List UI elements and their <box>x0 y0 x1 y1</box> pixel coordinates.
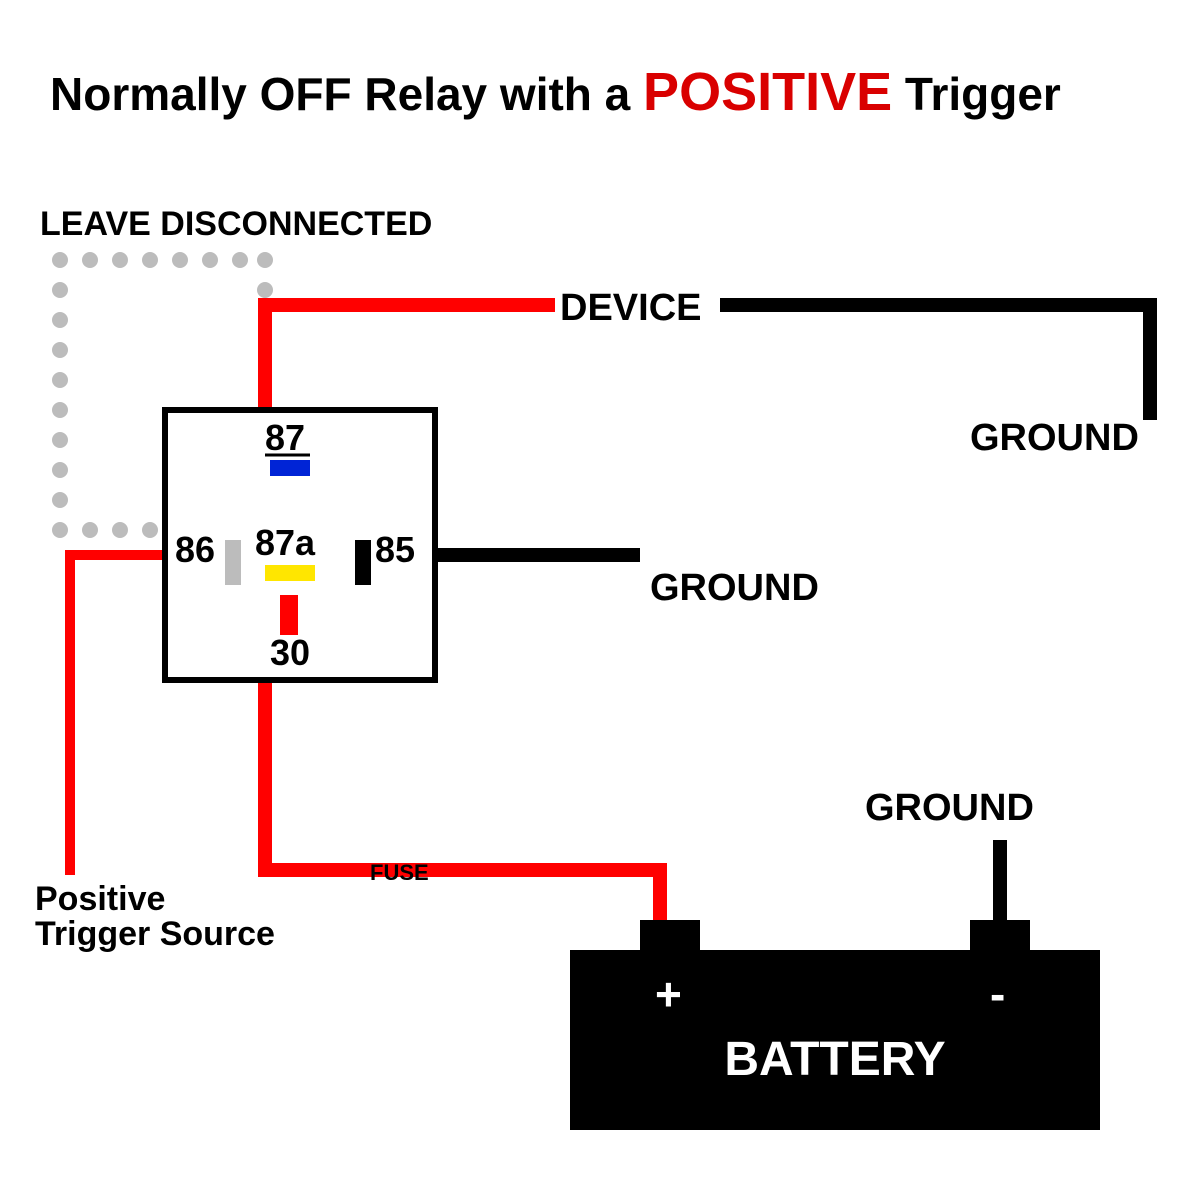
label-leave-disconnected: LEAVE DISCONNECTED <box>40 205 432 243</box>
label-trigger-line1: Positive <box>35 880 165 918</box>
battery-positive: + <box>655 968 682 1020</box>
pin-85: 85 <box>375 529 415 570</box>
label-ground-battery: GROUND <box>865 787 1034 829</box>
relay-wiring-diagram: Normally OFF Relay with a POSITIVE Trigg… <box>0 0 1200 1200</box>
relay-box: 87 87a 86 85 30 <box>165 410 435 680</box>
label-ground-device: GROUND <box>970 417 1139 459</box>
pin-86: 86 <box>175 529 215 570</box>
battery-block: + -BATTERY <box>570 920 1100 1130</box>
label-ground-85: GROUND <box>650 567 819 609</box>
battery-negative: - <box>990 968 1005 1020</box>
label-trigger-line2: Trigger Source <box>35 915 275 953</box>
label-device: DEVICE <box>560 287 701 329</box>
battery-label: BATTERY <box>724 1033 945 1086</box>
pin-87: 87 <box>265 417 305 458</box>
diagram-title: Normally OFF Relay with a POSITIVE Trigg… <box>50 62 1061 122</box>
ground-wires <box>435 305 1150 935</box>
label-fuse: FUSE <box>370 860 429 885</box>
pin-30: 30 <box>270 632 310 673</box>
pin-87a: 87a <box>255 522 316 563</box>
